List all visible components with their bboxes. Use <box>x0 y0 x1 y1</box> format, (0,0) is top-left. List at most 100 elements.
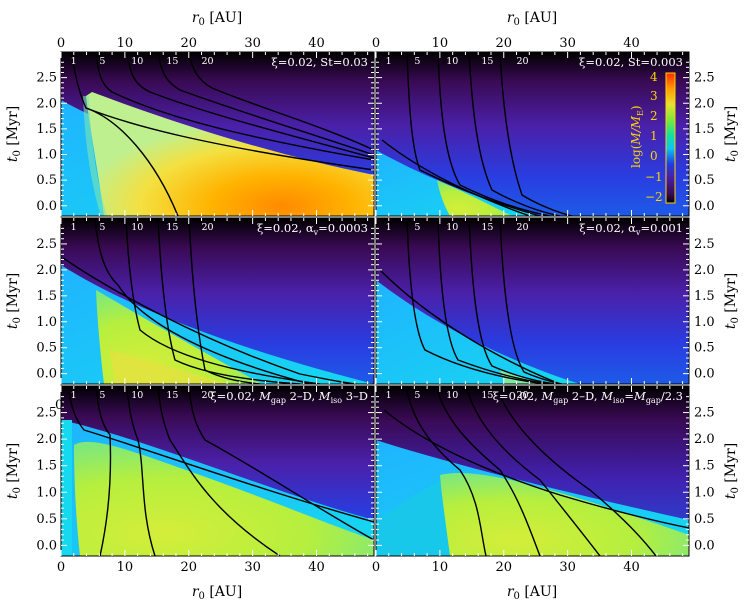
y-tick-label: 2.5 <box>36 406 57 421</box>
x-tick-label: 40 <box>623 560 640 575</box>
panel-mid-left <box>61 218 374 384</box>
contour-1 <box>383 409 689 529</box>
contour-level-label: 20 <box>517 222 529 233</box>
contour-level-label: 1 <box>386 222 392 233</box>
growth-region <box>74 441 374 556</box>
axis-titles: r0 [AU] r0 [AU] r0 [AU] r0 [AU] t0 [Myr]… <box>5 10 741 602</box>
contour-15 <box>468 218 556 384</box>
contour-20 <box>188 52 374 151</box>
y-tick-label: 0.0 <box>694 367 715 382</box>
contour-level-label: 15 <box>166 390 178 401</box>
x-tick-label: 20 <box>495 36 512 51</box>
contour-5 <box>406 218 546 384</box>
contour-1 <box>68 391 374 523</box>
y-tick-label: 1.0 <box>36 148 57 163</box>
contour-level-label: 20 <box>202 390 214 401</box>
y-tick-label: 1.5 <box>36 289 57 304</box>
y-axis-title-left-mid: t0 [Myr] <box>5 273 23 329</box>
y-tick-label: 1.5 <box>694 122 715 137</box>
x-tick-label: 20 <box>495 560 512 575</box>
contour-level-label: 10 <box>446 390 458 401</box>
y-tick-label: 2.0 <box>36 432 57 447</box>
contour-20 <box>188 386 374 541</box>
x-axis-title-top-right: r0 [AU] <box>507 10 557 28</box>
contour-1 <box>62 257 362 384</box>
y-tick-label: 2.5 <box>36 237 57 252</box>
colorbar: 4 3 2 1 0 −1 −2 log(M/ME) <box>629 70 676 204</box>
contour-level-label: 10 <box>446 56 458 67</box>
x-tick-label: 0 <box>372 560 380 575</box>
contour-level-label: 1 <box>386 390 392 401</box>
y-tick-label: 2.0 <box>36 263 57 278</box>
x-tick-label: 40 <box>308 36 325 51</box>
contour-lines <box>68 386 374 556</box>
y-tick-label: 0.0 <box>36 538 57 553</box>
colorbar-tick: 2 <box>650 109 658 123</box>
contour-level-label: 1 <box>71 222 77 233</box>
contour-10 <box>126 386 156 556</box>
contour-level-label: 5 <box>414 222 420 233</box>
y-axis-title-left-bottom: t0 [Myr] <box>5 443 23 499</box>
y-tick-label: 2.0 <box>36 96 57 111</box>
y-axis-title-right-top: t0 [Myr] <box>723 106 741 162</box>
contour-level-label: 15 <box>481 390 493 401</box>
growth-core <box>110 350 230 384</box>
y-tick-label: 1.0 <box>694 485 715 500</box>
y-tick-label: 1.5 <box>36 122 57 137</box>
x-tick-label: 10 <box>117 36 134 51</box>
contour-10 <box>437 218 551 384</box>
contour-5 <box>406 52 541 216</box>
contour-level-label: 20 <box>202 222 214 233</box>
growth-edge <box>83 95 107 216</box>
contour-1 <box>381 139 531 216</box>
contour-level-label: 20 <box>517 56 529 67</box>
contour-10 <box>126 52 374 159</box>
x-tick-label: 0 <box>57 560 65 575</box>
y-tick-label: 0.0 <box>694 199 715 214</box>
cyan-region <box>376 280 580 384</box>
contour-level-label: 10 <box>131 390 143 401</box>
contour-15 <box>468 52 561 216</box>
contour-level-label: 10 <box>446 222 458 233</box>
x-tick-label: 30 <box>244 560 261 575</box>
annotation-top-left: ξ=0.02, St=0.03 <box>271 55 368 69</box>
y-tick-label: 2.5 <box>36 71 57 86</box>
colorbar-tick: −1 <box>645 170 663 184</box>
contour-level-label: 20 <box>517 390 529 401</box>
contour-level-label: 5 <box>99 222 105 233</box>
panel-top-right: 4 3 2 1 0 −1 −2 log(M/ME) <box>376 52 689 216</box>
contour-level-label: 1 <box>71 390 77 401</box>
y-tick-label: 1.5 <box>36 459 57 474</box>
y-tick-label: 0.5 <box>694 512 715 527</box>
contour-20 <box>499 218 563 384</box>
y-axis-title-right-bottom: t0 [Myr] <box>723 443 741 499</box>
panel-annotations: ξ=0.02, St=0.03 ξ=0.02, St=0.003 ξ=0.02,… <box>210 55 683 405</box>
x-tick-label: 10 <box>432 36 449 51</box>
y-tick-label: 0.5 <box>36 512 57 527</box>
y-tick-label: 0.0 <box>36 367 57 382</box>
contour-labels: 1 5 10 15 20 1 5 10 15 201 5 10 15 20 1 5 10 15 201 5 10 15 20… <box>71 56 529 401</box>
y-tick-label: 1.5 <box>694 459 715 474</box>
contour-1 <box>379 269 561 384</box>
contour-20 <box>495 386 657 556</box>
x-tick-label: 30 <box>559 36 576 51</box>
contour-lines <box>381 52 573 216</box>
contour-level-label: 15 <box>166 56 178 67</box>
panel-mid-right <box>376 218 689 384</box>
x-axis-title-top-left: r0 [AU] <box>192 10 242 28</box>
x-tick-label: 40 <box>623 36 640 51</box>
y-tick-label: 1.0 <box>694 315 715 330</box>
x-tick-label: 30 <box>559 560 576 575</box>
axes: 0.00.51.01.52.02.50 10 20 30 400.00.51.01.52… <box>36 36 714 575</box>
contour-15 <box>157 386 281 556</box>
colorbar-tick: −2 <box>645 190 663 204</box>
stray-zero-label: 0 <box>55 398 63 413</box>
contour-5 <box>95 386 112 556</box>
colorbar-bar <box>665 72 676 204</box>
growth-left-fade <box>376 480 450 556</box>
contour-20 <box>188 218 261 384</box>
annotation-mid-right: ξ=0.02, αv=0.001 <box>579 221 683 237</box>
contour-15 <box>465 386 601 556</box>
panel-bottom-right <box>376 386 689 556</box>
contour-20 <box>499 52 573 216</box>
